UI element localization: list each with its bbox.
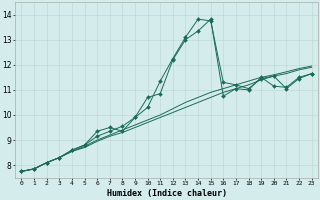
X-axis label: Humidex (Indice chaleur): Humidex (Indice chaleur) [107, 189, 227, 198]
